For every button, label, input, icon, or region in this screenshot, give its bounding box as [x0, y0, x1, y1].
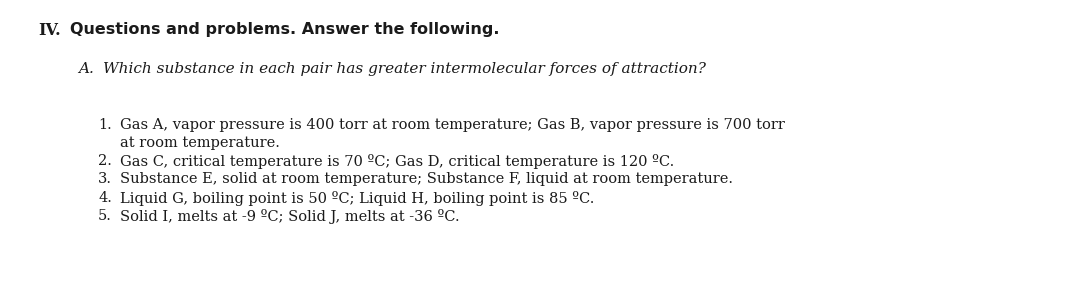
Text: Gas C, critical temperature is 70 ºC; Gas D, critical temperature is 120 ºC.: Gas C, critical temperature is 70 ºC; Ga…	[120, 154, 674, 169]
Text: 3.: 3.	[98, 172, 112, 186]
Text: A.: A.	[78, 62, 94, 76]
Text: 5.: 5.	[98, 209, 112, 223]
Text: Gas A, vapor pressure is 400 torr at room temperature; Gas B, vapor pressure is : Gas A, vapor pressure is 400 torr at roo…	[120, 118, 785, 132]
Text: Solid I, melts at -9 ºC; Solid J, melts at -36 ºC.: Solid I, melts at -9 ºC; Solid J, melts …	[120, 209, 459, 224]
Text: Questions and problems. Answer the following.: Questions and problems. Answer the follo…	[70, 22, 499, 37]
Text: 2.: 2.	[98, 154, 112, 168]
Text: 1.: 1.	[98, 118, 112, 132]
Text: 4.: 4.	[98, 191, 112, 205]
Text: at room temperature.: at room temperature.	[120, 136, 280, 149]
Text: IV.: IV.	[38, 22, 60, 39]
Text: Liquid G, boiling point is 50 ºC; Liquid H, boiling point is 85 ºC.: Liquid G, boiling point is 50 ºC; Liquid…	[120, 191, 594, 206]
Text: Substance E, solid at room temperature; Substance F, liquid at room temperature.: Substance E, solid at room temperature; …	[120, 172, 733, 186]
Text: Which substance in each pair has greater intermolecular forces of attraction?: Which substance in each pair has greater…	[103, 62, 706, 76]
